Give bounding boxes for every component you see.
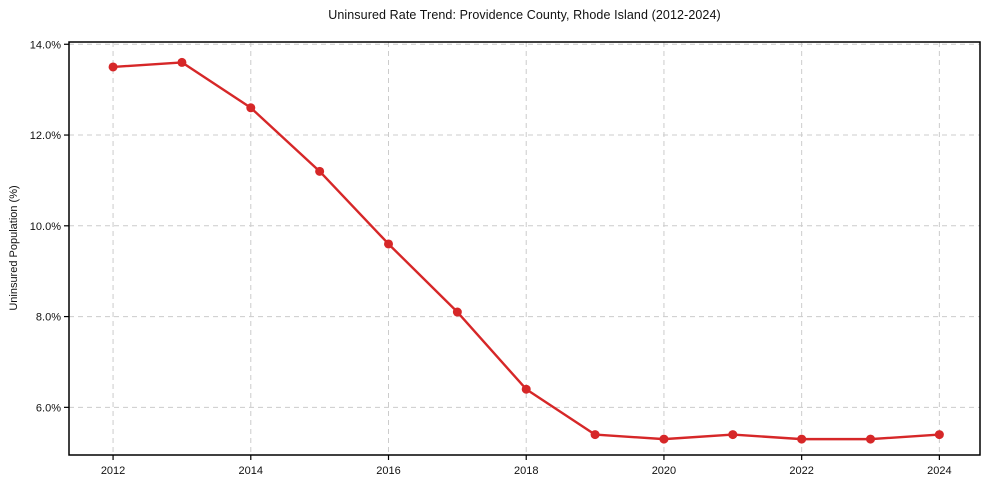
data-point-2013 bbox=[177, 57, 187, 67]
x-tick-label: 2014 bbox=[239, 465, 263, 477]
y-tick-label: 10.0% bbox=[30, 221, 61, 233]
data-point-2017 bbox=[452, 307, 462, 317]
data-point-2019 bbox=[590, 430, 600, 440]
data-point-2022 bbox=[797, 434, 807, 444]
data-point-2012 bbox=[108, 62, 118, 72]
x-tick-label: 2012 bbox=[101, 465, 125, 477]
y-tick-label: 12.0% bbox=[30, 130, 61, 142]
data-point-2021 bbox=[728, 430, 738, 440]
y-tick-label: 6.0% bbox=[36, 402, 61, 414]
x-tick-label: 2022 bbox=[789, 465, 813, 477]
data-point-2024 bbox=[934, 430, 944, 440]
x-tick-label: 2020 bbox=[652, 465, 676, 477]
data-point-2016 bbox=[384, 239, 394, 249]
data-point-2018 bbox=[521, 384, 531, 394]
data-point-2020 bbox=[659, 434, 669, 444]
data-point-2023 bbox=[866, 434, 876, 444]
y-tick-label: 8.0% bbox=[36, 312, 61, 324]
y-tick-label: 14.0% bbox=[30, 39, 61, 51]
x-tick-label: 2016 bbox=[376, 465, 400, 477]
data-point-2014 bbox=[246, 103, 256, 113]
x-tick-label: 2024 bbox=[927, 465, 951, 477]
x-tick-label: 2018 bbox=[514, 465, 538, 477]
chart-title: Uninsured Rate Trend: Providence County,… bbox=[328, 8, 721, 22]
plot-frame bbox=[68, 41, 981, 456]
data-point-2015 bbox=[315, 166, 325, 176]
